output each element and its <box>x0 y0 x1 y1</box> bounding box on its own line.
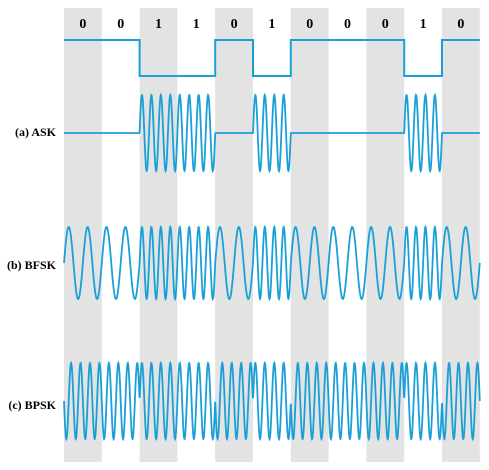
bit-label: 0 <box>457 17 464 32</box>
bit-label: 0 <box>344 17 351 32</box>
ask-waveform <box>64 92 480 174</box>
row-label-ask: (a) ASK <box>15 125 57 139</box>
digital-bit-waveform <box>64 39 480 77</box>
bit-label: 0 <box>306 17 313 32</box>
bit-labels: 0 0 1 1 0 1 0 0 0 1 0 <box>79 17 464 32</box>
bit-label: 1 <box>268 17 275 32</box>
bit-label: 1 <box>420 17 427 32</box>
row-label-bfsk: (b) BFSK <box>7 258 57 272</box>
bit-label: 0 <box>382 17 389 32</box>
bit-label: 1 <box>193 17 200 32</box>
row-label-bpsk: (c) BPSK <box>8 398 56 412</box>
bpsk-waveform <box>63 360 481 442</box>
bfsk-waveform <box>63 224 481 302</box>
bit-label: 0 <box>79 17 86 32</box>
bit-label: 1 <box>155 17 162 32</box>
bit-label: 0 <box>231 17 238 32</box>
bit-label: 0 <box>117 17 124 32</box>
